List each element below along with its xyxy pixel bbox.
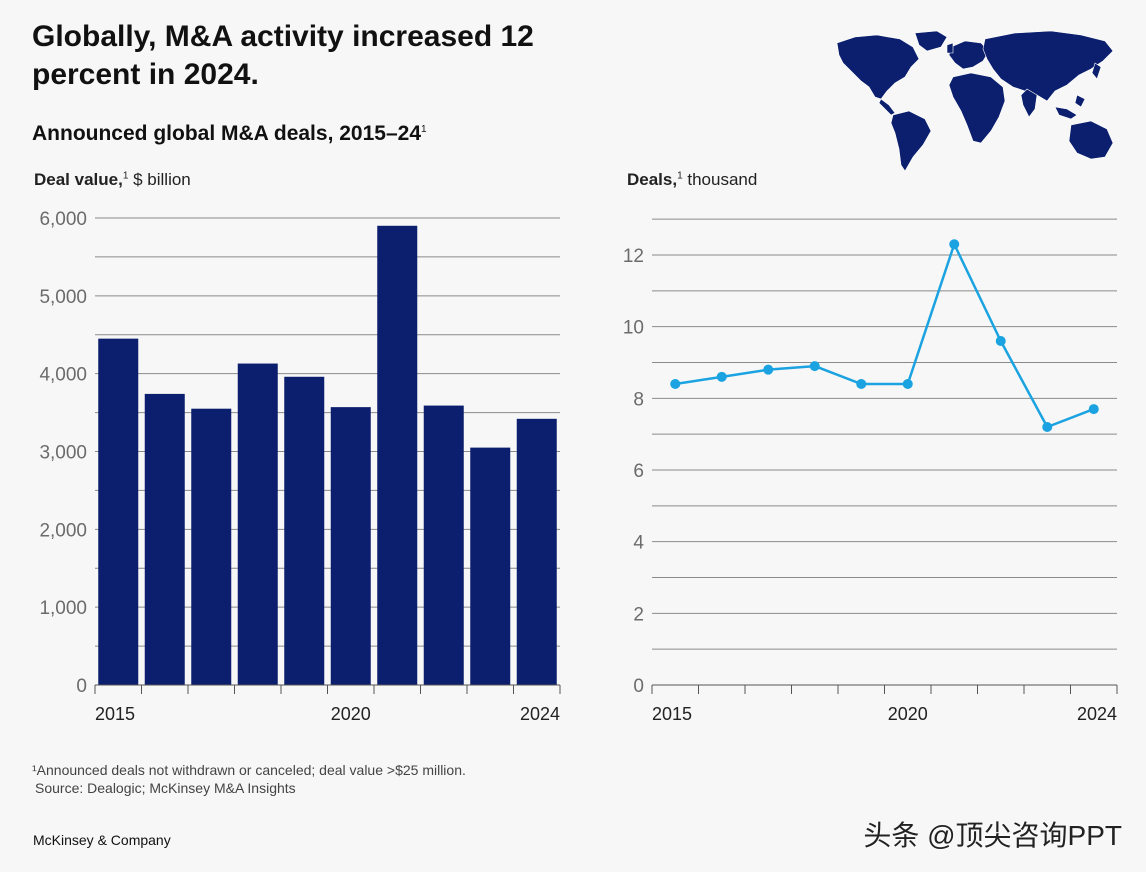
deal-value-footnote-marker: 1 [122, 170, 129, 182]
bar-2018 [237, 363, 278, 685]
chart-subtitle-text: Announced global M&A deals, 2015–24 [32, 122, 421, 145]
deal-value-x-axis: 2015 2020 2024 [94, 684, 561, 724]
world-map-icon [836, 30, 1114, 172]
bar-2016 [144, 393, 185, 685]
source-text: Source: Dealogic; McKinsey M&A Insights [35, 780, 296, 796]
y-tick-label: 3,000 [39, 443, 87, 464]
deals-axis-title: Deals,1 thousand [627, 170, 757, 190]
watermark: 头条 @顶尖咨询PPT [863, 820, 1122, 851]
deals-label: Deals, [627, 170, 678, 189]
deal-value-unit: $ billion [128, 170, 191, 189]
deal-value-axis-title: Deal value,1 $ billion [34, 170, 191, 190]
headline: Globally, M&A activity increased 12 perc… [32, 20, 534, 91]
bar-2023 [470, 447, 511, 685]
deals-footnote-marker: 1 [677, 170, 683, 182]
bar-2019 [284, 376, 325, 685]
footnote-text: ¹Announced deals not withdrawn or cancel… [32, 762, 466, 778]
bar-2017 [191, 408, 232, 685]
brand-name: McKinsey & Company [33, 832, 171, 848]
bar-2020 [330, 407, 371, 685]
bar-2015 [98, 338, 139, 685]
x-tick-label: 2020 [331, 704, 371, 724]
deal-value-label: Deal value, [34, 170, 123, 189]
deal-value-y-axis: 0 1,000 2,000 3,000 4,000 5,000 6,000 [39, 209, 87, 697]
bar-2022 [423, 405, 464, 685]
y-tick-label: 0 [76, 676, 87, 697]
y-tick-label: 4,000 [39, 365, 87, 386]
chart-subtitle: Announced global M&A deals, 2015–241 [32, 122, 427, 146]
bar-2024 [516, 418, 557, 685]
y-tick-label: 1,000 [39, 598, 87, 619]
y-tick-label: 2,000 [39, 520, 87, 541]
y-tick-label: 6,000 [39, 209, 87, 230]
x-tick-label: 2015 [95, 704, 135, 724]
subtitle-footnote-marker: 1 [421, 124, 427, 135]
deals-unit: thousand [682, 170, 758, 189]
footnote: ¹Announced deals not withdrawn or cancel… [32, 761, 466, 797]
x-tick-label: 2024 [520, 704, 560, 724]
bar-2021 [377, 225, 418, 686]
y-tick-label: 5,000 [39, 287, 87, 308]
deal-value-bars [98, 225, 557, 686]
